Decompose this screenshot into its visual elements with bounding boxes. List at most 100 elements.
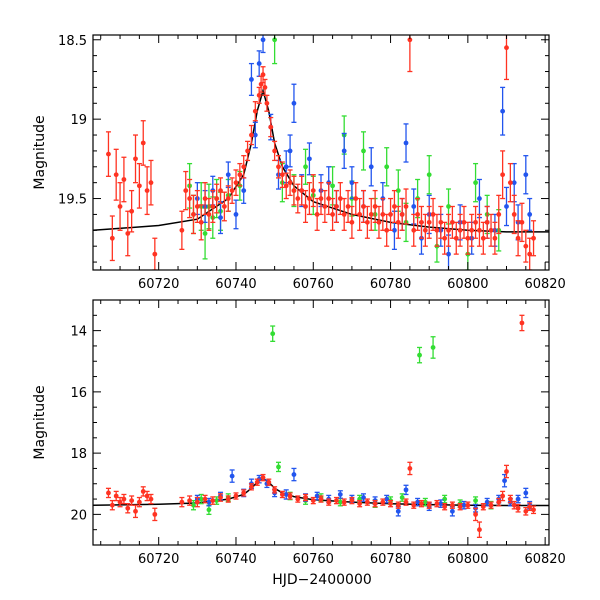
data-point-marker (380, 212, 386, 217)
data-point-marker (523, 508, 529, 514)
data-point-marker (349, 498, 355, 503)
data-point-marker (218, 188, 223, 194)
bottom-red-point (519, 314, 525, 332)
data-point-marker (287, 148, 293, 154)
bottom-red-point (202, 494, 208, 504)
top-red-point (515, 220, 521, 257)
bottom-blue-point (461, 500, 467, 510)
top-red-point (376, 205, 382, 239)
data-point-marker (314, 493, 320, 499)
data-point-marker (407, 466, 413, 471)
top-red-point (214, 183, 220, 214)
data-point-marker (345, 204, 351, 209)
data-point-marker (245, 148, 250, 154)
data-point-marker (318, 196, 324, 201)
top-red-point (187, 178, 193, 219)
data-point-marker (477, 196, 482, 201)
bottom-red-point (465, 501, 471, 509)
top-red-point (218, 177, 224, 204)
bottom-blue-point (291, 467, 297, 482)
data-point-marker (303, 495, 308, 500)
data-point-marker (461, 502, 467, 508)
bottom-red-point (515, 503, 521, 513)
data-point-marker (148, 496, 154, 502)
data-point-marker (291, 188, 297, 194)
top-blue-point (527, 197, 533, 231)
data-point-marker (488, 227, 494, 233)
data-point-marker (361, 148, 366, 154)
bottom-panel: 60720 60740 60760 60780 60800 60820 14 16 18 20 Ma… (32, 299, 566, 567)
bottom-green-point (190, 499, 196, 511)
data-point-marker (473, 219, 478, 225)
top-red-point (357, 197, 363, 231)
top-red-point (426, 205, 432, 239)
top-x-tick-label: 60800 (447, 277, 488, 292)
data-point-marker (403, 204, 409, 209)
data-point-marker (473, 498, 478, 503)
top-red-point (388, 197, 394, 231)
top-red-point (395, 205, 401, 239)
top-blue-point (306, 142, 312, 176)
top-red-point (287, 169, 293, 197)
data-point-marker (133, 156, 138, 162)
data-point-marker (392, 227, 397, 233)
top-red-point (206, 197, 212, 231)
bottom-red-point (488, 501, 494, 509)
top-red-point (368, 197, 374, 231)
top-red-point (434, 213, 440, 247)
data-point-marker (266, 479, 272, 485)
top-blue-point (248, 62, 254, 96)
bottom-red-point (218, 493, 224, 502)
top-blue-point (503, 186, 509, 227)
data-point-marker (395, 508, 401, 514)
data-point-marker (368, 164, 374, 170)
bottom-red-point (125, 503, 131, 514)
top-red-point (245, 140, 251, 162)
top-panel: 60720 60740 60760 60780 60800 60820 18.5 19 19.5… (32, 34, 566, 292)
top-red-point (496, 194, 502, 235)
data-point-marker (218, 495, 223, 500)
top-x-tick-label: 60740 (215, 277, 256, 292)
data-point-marker (422, 499, 428, 505)
data-point-marker (256, 92, 262, 98)
top-red-point (148, 159, 154, 206)
bottom-red-point (500, 490, 506, 502)
data-point-marker (299, 188, 305, 194)
top-blue-point (349, 166, 355, 200)
data-point-marker (117, 204, 123, 209)
data-point-marker (395, 219, 401, 225)
data-point-marker (291, 100, 297, 106)
data-point-marker (241, 188, 247, 194)
top-red-point (136, 162, 142, 209)
data-point-marker (295, 496, 301, 502)
top-x-tick-label: 60820 (524, 277, 565, 292)
top-red-point (140, 120, 146, 166)
data-point-marker (384, 164, 390, 170)
data-point-marker (434, 227, 440, 233)
bottom-red-point (388, 499, 394, 508)
data-point-marker (291, 472, 297, 477)
top-red-point (527, 237, 533, 270)
top-red-point (511, 194, 517, 235)
top-red-point (330, 197, 336, 231)
top-y-tick-label: 18.5 (58, 34, 87, 49)
top-red-point (233, 169, 239, 197)
data-point-marker (303, 164, 308, 170)
top-red-point (303, 189, 309, 224)
data-point-marker (283, 164, 289, 170)
bottom-red-point (133, 504, 139, 519)
data-point-marker (140, 140, 146, 146)
bottom-red-point (531, 505, 537, 515)
data-point-marker (403, 487, 409, 493)
top-red-point (272, 140, 278, 162)
data-point-marker (249, 484, 254, 490)
top-red-point (183, 170, 189, 211)
data-point-marker (113, 172, 119, 178)
data-point-marker (527, 251, 533, 257)
bottom-red-point (403, 498, 409, 506)
data-point-marker (341, 499, 347, 505)
data-point-marker (349, 180, 355, 186)
bottom-blue-point (229, 469, 235, 483)
top-red-point (152, 237, 158, 270)
top-red-point (237, 162, 243, 187)
